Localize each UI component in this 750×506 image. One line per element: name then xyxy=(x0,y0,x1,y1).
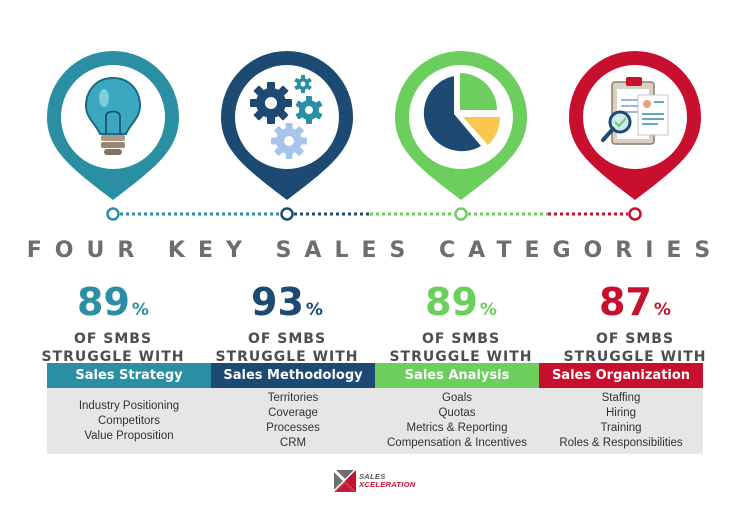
list-item: Industry Positioning xyxy=(78,399,180,412)
stat-percent: 89% xyxy=(77,280,149,324)
stat-line-2: STRUGGLE WITH xyxy=(389,349,533,365)
list-item: Roles & Responsibilities xyxy=(559,437,683,449)
category-sales-strategy: Sales Strategy Industry Positioning Comp… xyxy=(47,363,211,454)
category-icons xyxy=(47,51,701,221)
stat-line-2: STRUGGLE WITH xyxy=(41,349,185,365)
category-items: Industry Positioning Competitors Value P… xyxy=(47,388,211,454)
stat-sales-methodology: 93% OF SMBS STRUGGLE WITH xyxy=(212,282,362,366)
stat-line-1: OF SMBS xyxy=(595,331,675,347)
pin-sales-methodology xyxy=(221,51,353,200)
pie-chart-icon xyxy=(423,73,501,152)
list-item: Staffing xyxy=(601,392,641,404)
stat-line-1: OF SMBS xyxy=(73,331,153,347)
list-item: Coverage xyxy=(268,407,318,419)
category-items: Goals Quotas Metrics & Reporting Compens… xyxy=(375,388,539,454)
category-items: Territories Coverage Processes CRM xyxy=(211,388,375,454)
stat-sales-analysis: 89% OF SMBS STRUGGLE WITH xyxy=(386,282,536,366)
category-items: Staffing Hiring Training Roles & Respons… xyxy=(539,388,703,454)
list-item: Hiring xyxy=(605,407,637,419)
category-sales-analysis: Sales Analysis Goals Quotas Metrics & Re… xyxy=(375,363,539,454)
category-heading: Sales Methodology xyxy=(211,363,375,388)
list-item: Competitors xyxy=(98,414,160,427)
category-heading: Sales Analysis xyxy=(375,363,539,388)
stat-line-2: STRUGGLE WITH xyxy=(563,349,707,365)
list-item: Value Proposition xyxy=(84,429,174,442)
pin-sales-analysis xyxy=(395,51,527,200)
logo-mark-icon xyxy=(334,470,356,492)
pin-sales-strategy xyxy=(47,51,179,200)
list-item: Territories xyxy=(267,392,319,404)
list-item: Goals xyxy=(441,392,473,404)
category-sales-organization: Sales Organization Staffing Hiring Train… xyxy=(539,363,703,454)
clipboard-magnifier-icon xyxy=(601,77,669,145)
stat-percent: 87% xyxy=(599,280,671,324)
list-item: Metrics & Reporting xyxy=(406,422,508,434)
list-item: Quotas xyxy=(438,407,476,419)
stat-sales-organization: 87% OF SMBS STRUGGLE WITH xyxy=(560,282,710,366)
stat-line-1: OF SMBS xyxy=(421,331,501,347)
list-item: Processes xyxy=(266,422,320,434)
category-heading: Sales Organization xyxy=(539,363,703,388)
brand-logo: SALES XCELERATION xyxy=(334,470,418,494)
list-item: Training xyxy=(600,422,642,434)
stat-percent: 93% xyxy=(251,280,323,324)
lightbulb-icon xyxy=(84,76,142,155)
stat-sales-strategy: 89% OF SMBS STRUGGLE WITH xyxy=(38,282,188,366)
timeline xyxy=(106,207,642,221)
stat-line-2: STRUGGLE WITH xyxy=(215,349,359,365)
pin-sales-organization xyxy=(569,51,701,200)
category-heading: Sales Strategy xyxy=(47,363,211,388)
page-title: FOUR KEY SALES CATEGORIES xyxy=(26,238,724,263)
list-item: Compensation & Incentives xyxy=(387,437,527,449)
list-item: CRM xyxy=(279,437,307,449)
stat-line-1: OF SMBS xyxy=(247,331,327,347)
gears-icon xyxy=(250,75,323,159)
category-sales-methodology: Sales Methodology Territories Coverage P… xyxy=(211,363,375,454)
logo-text-line-1: SALES xyxy=(359,472,386,481)
stat-percent: 89% xyxy=(425,280,497,324)
logo-text-line-2: XCELERATION xyxy=(359,480,416,489)
